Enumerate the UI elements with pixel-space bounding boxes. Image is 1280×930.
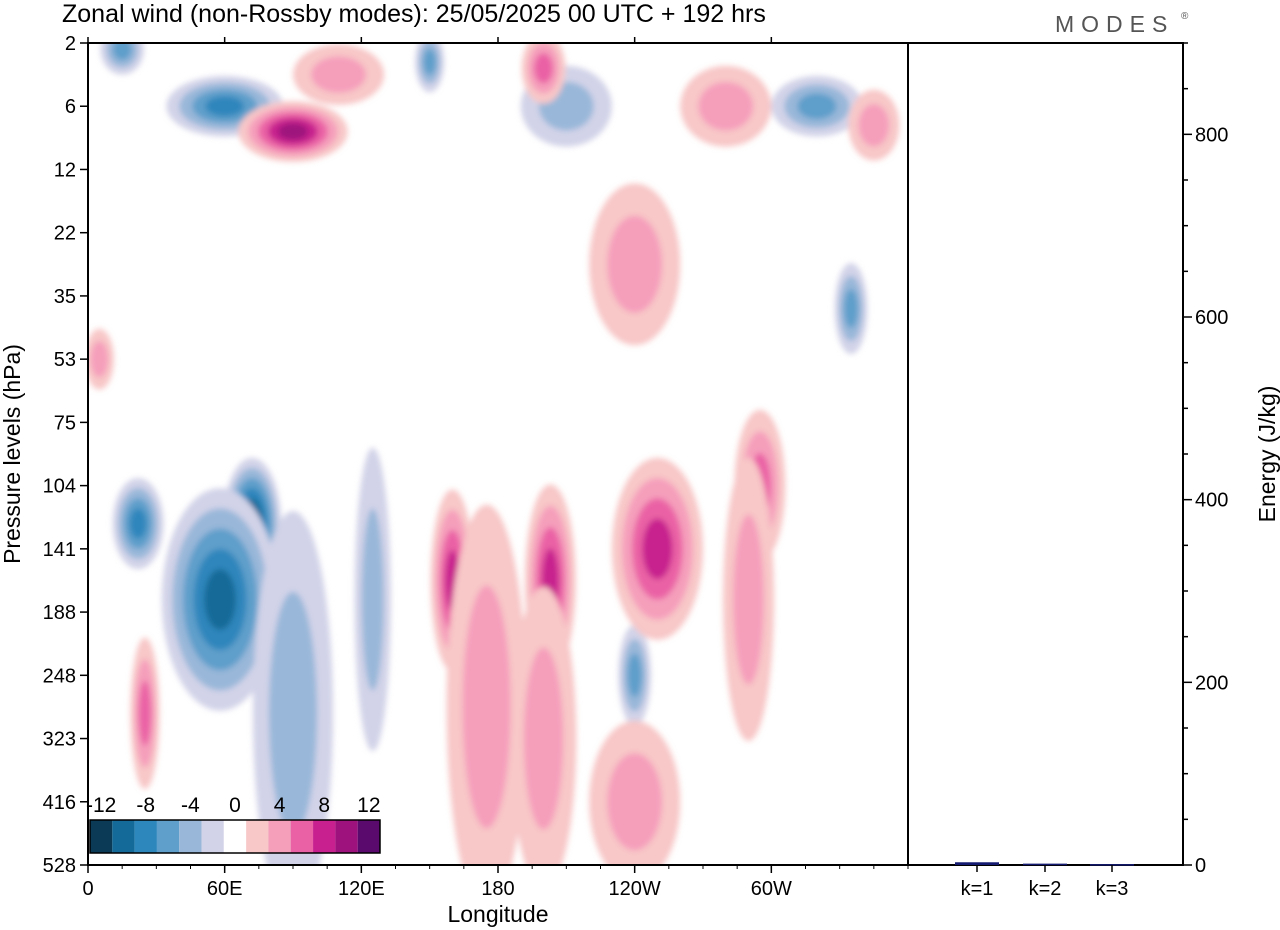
y-tick-label: 22	[54, 223, 76, 245]
wind-anomaly-4	[252, 510, 334, 865]
energy-tick-label: 200	[1195, 672, 1228, 694]
colorbar-swatch	[156, 820, 180, 853]
y-tick-label: 141	[43, 539, 76, 561]
colorbar-swatch	[335, 820, 358, 853]
colorbar-swatch	[112, 820, 135, 853]
colorbar-tick-label: 4	[274, 794, 286, 817]
wind-anomaly-11	[100, 43, 145, 75]
wind-anomaly-13	[238, 101, 348, 162]
colorbar-swatch	[246, 820, 269, 853]
y-tick-label: 35	[54, 286, 76, 308]
colorbar	[89, 819, 381, 854]
energy-bar	[1090, 864, 1134, 866]
y-tick-label: 104	[43, 476, 76, 498]
wind-anomaly-20	[510, 586, 577, 865]
wind-anomaly-5	[354, 447, 391, 752]
energy-panel-frame	[907, 42, 1184, 866]
x-tick-label: 120E	[338, 878, 385, 900]
energy-axis-label: Energy (J/kg)	[1254, 386, 1280, 523]
wind-anomaly-19	[446, 504, 527, 865]
energy-tick-label: 600	[1195, 307, 1228, 329]
wind-anomaly-26	[589, 183, 681, 346]
logo-registered-mark: ®	[1181, 11, 1189, 22]
colorbar-swatch	[201, 820, 224, 853]
y-tick-label: 75	[54, 412, 76, 434]
wind-anomaly-9	[415, 43, 445, 93]
colorbar-tick-label: -8	[136, 794, 155, 817]
y-tick-label: 188	[43, 602, 76, 624]
x-tick-label: 0	[82, 878, 93, 900]
wind-anomaly-23	[723, 457, 775, 742]
colorbar-labels: -12 -8 -4 0 4 8 12	[86, 794, 381, 817]
colorbar-tick-label: -4	[181, 794, 200, 817]
y-axis-label: Pressure levels (hPa)	[0, 344, 25, 564]
colorbar-tick-label: 0	[229, 794, 241, 817]
energy-x-axis: k=1 k=2 k=3	[961, 865, 1129, 900]
wind-heatmap	[88, 43, 908, 865]
wind-anomaly-15	[521, 43, 566, 104]
y-tick-label: 416	[43, 792, 76, 814]
energy-bar	[955, 862, 999, 865]
x-tick-label: 120W	[609, 878, 661, 900]
x-axis: 0 60E 120E 180 120W 60W	[82, 37, 909, 900]
colorbar-tick-label: 12	[357, 794, 380, 817]
x-tick-label: 180	[481, 878, 514, 900]
energy-bar-label: k=2	[1029, 878, 1062, 900]
y-tick-label: 323	[43, 729, 76, 751]
wind-anomaly-25	[88, 328, 114, 390]
colorbar-swatch	[290, 820, 314, 853]
colorbar-tick-label: -12	[86, 794, 116, 817]
energy-bars	[955, 862, 1134, 866]
energy-tick-label: 0	[1195, 855, 1206, 877]
wind-anomaly-3	[112, 478, 164, 570]
energy-y-axis: 0 200 400 600 800	[1183, 42, 1228, 877]
wind-anomaly-28	[848, 89, 900, 161]
y-tick-label: 53	[54, 349, 76, 371]
wind-anomaly-14	[293, 44, 385, 105]
x-axis-label: Longitude	[447, 901, 548, 927]
colorbar-swatch	[134, 820, 157, 853]
energy-tick-label: 400	[1195, 490, 1228, 512]
x-tick-label: 60E	[207, 878, 243, 900]
wind-anomaly-2	[161, 488, 279, 711]
chart-title: Zonal wind (non-Rossby modes): 25/05/202…	[62, 0, 766, 28]
energy-bar-label: k=1	[961, 878, 994, 900]
modes-logo: MODES	[1055, 11, 1174, 37]
y-tick-label: 6	[65, 96, 76, 118]
colorbar-swatch	[357, 820, 380, 853]
y-tick-label: 2	[65, 33, 76, 55]
x-tick-label: 60W	[751, 878, 792, 900]
y-tick-label: 12	[54, 159, 76, 181]
colorbar-swatch	[223, 820, 247, 853]
colorbar-swatch	[179, 820, 202, 853]
wind-anomaly-6	[618, 624, 652, 726]
wind-anomaly-10	[771, 75, 863, 137]
energy-bar	[1023, 863, 1067, 866]
y-tick-label: 248	[43, 665, 76, 687]
colorbar-swatch	[268, 820, 291, 853]
energy-bar-label: k=3	[1096, 878, 1129, 900]
wind-anomaly-16	[611, 457, 703, 640]
colorbar-swatch	[313, 820, 336, 853]
wind-anomaly-24	[130, 637, 160, 790]
y-tick-label: 528	[43, 855, 76, 877]
energy-tick-label: 800	[1195, 124, 1228, 146]
colorbar-swatch	[90, 820, 113, 853]
colorbar-tick-label: 8	[318, 794, 330, 817]
wind-anomaly-27	[680, 65, 772, 147]
wind-anomaly-7	[834, 263, 868, 355]
wind-anomaly-21	[589, 720, 681, 865]
y-axis: 2 6 12 22 35 53 75 104 141 188 248 323 416 528	[43, 33, 88, 877]
